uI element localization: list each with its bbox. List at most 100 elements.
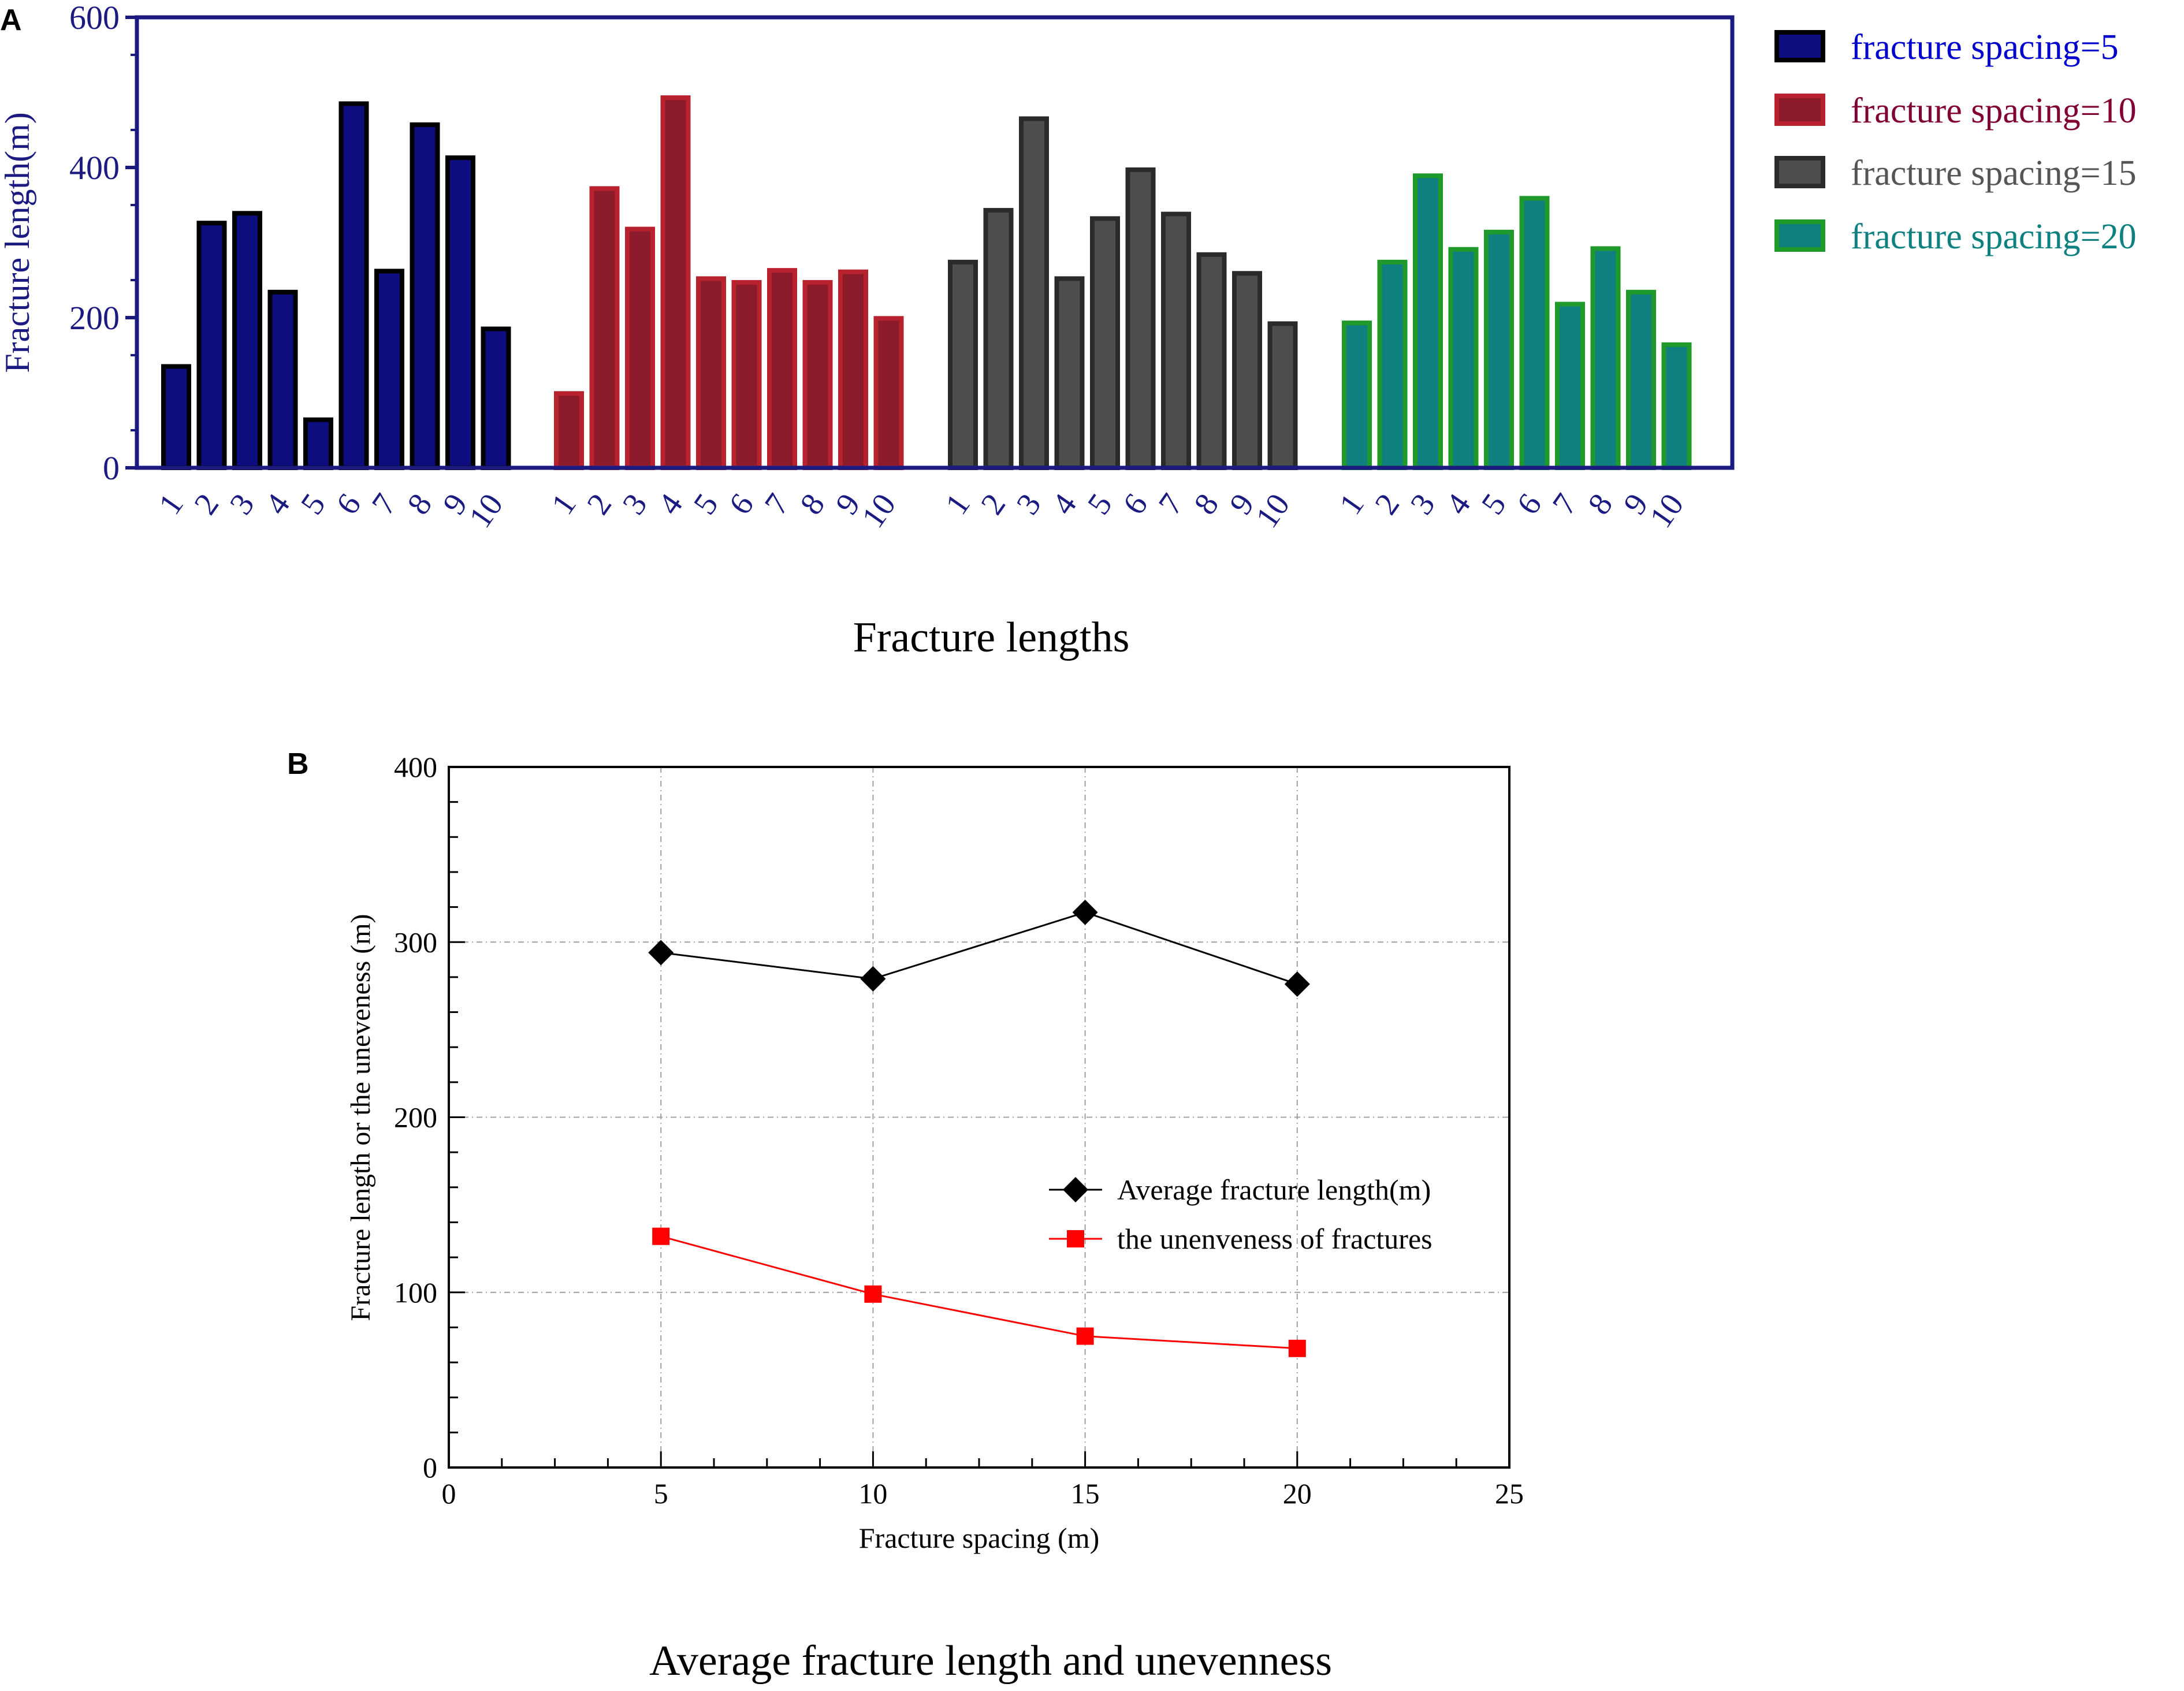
panel-a-legend: fracture spacing=5 fracture spacing=10 fra…: [1774, 28, 2137, 256]
panel-b-gridlines: [449, 767, 1509, 1467]
x-tick-label-s3-4: 4: [1045, 487, 1084, 521]
x-tick-label-20: 20: [1283, 1477, 1312, 1510]
x-tick-label-s2-6: 6: [722, 487, 761, 521]
panel-a-bars: [161, 95, 1692, 471]
bar-s4-9: [1626, 289, 1656, 470]
bar-s2-10: [873, 316, 904, 470]
panel-a-y-axis-label: Fracture length(m): [0, 112, 36, 373]
legend-label-2: the unenveness of fractures: [1117, 1223, 1433, 1255]
bar-s1-5: [303, 417, 333, 470]
point-s1-x5: [648, 940, 674, 966]
x-tick-label-s2-2: 2: [580, 487, 619, 521]
x-tick-label-s4-4: 4: [1439, 487, 1478, 521]
y-tick-label-400: 400: [69, 149, 120, 187]
legend-label-s4: fracture spacing=20: [1851, 217, 2137, 256]
legend-swatch-s2: [1774, 94, 1825, 126]
legend-label-s3: fracture spacing=15: [1851, 154, 2137, 193]
bar-s1-7: [374, 269, 404, 470]
x-tick-label-5: 5: [654, 1477, 668, 1510]
x-tick-label-s4-8: 8: [1581, 487, 1620, 521]
bar-s4-3: [1413, 173, 1443, 470]
x-tick-label-s2-4: 4: [651, 487, 690, 521]
panel-b-plot-frame: [448, 766, 1510, 1469]
x-tick-label-s1-8: 8: [400, 487, 439, 521]
bar-s2-6: [731, 280, 762, 470]
bar-s4-1: [1342, 321, 1372, 470]
bar-s3-1: [948, 259, 978, 470]
y-tick-label-0: 0: [423, 1451, 437, 1484]
y-tick-label-100: 100: [394, 1276, 437, 1309]
panel-b-label: B: [287, 747, 309, 781]
x-tick-label-s3-5: 5: [1081, 487, 1119, 521]
panel-b-ticks: 0 5 10 15 20 25 0 100 200 300 400: [394, 751, 1524, 1510]
bar-s3-8: [1196, 252, 1227, 470]
legend-label-s1: fracture spacing=5: [1851, 28, 2119, 67]
panel-b-caption: Average fracture length and unevenness: [649, 1637, 1332, 1685]
bar-s4-7: [1555, 301, 1585, 470]
bar-s1-8: [410, 122, 440, 470]
y-tick-label-600: 600: [69, 0, 120, 36]
bar-s3-2: [983, 208, 1014, 470]
x-tick-label-s1-1: 1: [152, 487, 191, 521]
x-tick-label-25: 25: [1495, 1477, 1524, 1510]
bar-s2-7: [767, 268, 797, 470]
x-tick-label-s3-1: 1: [939, 487, 977, 521]
x-tick-label-s4-7: 7: [1546, 487, 1584, 521]
x-tick-label-s2-5: 5: [687, 487, 725, 521]
bar-s3-3: [1019, 116, 1049, 470]
bar-s2-3: [625, 226, 655, 470]
point-s1-x20: [1284, 971, 1310, 997]
x-tick-label-s2-10: 10: [855, 487, 903, 534]
bar-s2-8: [802, 280, 833, 470]
x-tick-label-s2-3: 3: [616, 487, 654, 521]
legend-swatch-s3: [1774, 156, 1825, 188]
x-tick-label-s1-3: 3: [223, 487, 262, 521]
bar-s1-1: [161, 364, 191, 470]
panel-a-label: A: [0, 3, 22, 37]
x-tick-label-s4-10: 10: [1643, 487, 1691, 534]
y-tick-label-400: 400: [394, 751, 437, 783]
panel-a-plot-frame: [135, 15, 1735, 470]
x-tick-label-s1-4: 4: [258, 487, 297, 521]
x-tick-label-s1-5: 5: [294, 487, 333, 521]
legend-marker-1: [1063, 1177, 1088, 1202]
series-line-2: [660, 1235, 1297, 1350]
point-s1-x15: [1072, 899, 1098, 925]
panel-b-legend: Average fracture length(m) the unenveness…: [1049, 1174, 1433, 1255]
point-s2-x5: [652, 1227, 670, 1245]
panel-b-x-axis-label: Fracture spacing (m): [859, 1522, 1100, 1554]
panel-b-line-chart: B 0 5 10 15 20 25 0 100 200 300 400 Average fractu…: [287, 747, 1524, 1685]
x-tick-label-0: 0: [442, 1477, 456, 1510]
bar-s2-5: [696, 276, 726, 470]
bar-s1-10: [481, 326, 511, 470]
x-tick-label-s4-3: 3: [1404, 487, 1442, 521]
x-tick-label-s1-7: 7: [365, 487, 404, 521]
bar-s2-4: [660, 95, 691, 471]
y-tick-label-0: 0: [103, 449, 120, 487]
bar-s3-9: [1232, 271, 1262, 470]
x-tick-label-s3-6: 6: [1116, 487, 1155, 521]
legend-label-s2: fracture spacing=10: [1851, 91, 2137, 131]
legend-marker-2: [1067, 1230, 1084, 1247]
x-tick-label-s2-7: 7: [758, 487, 797, 521]
panel-a-y-axis: 0 200 400 600: [69, 0, 137, 487]
y-tick-label-200: 200: [69, 299, 120, 337]
bar-s4-10: [1661, 342, 1692, 470]
y-tick-label-200: 200: [394, 1101, 437, 1134]
bar-s1-4: [267, 289, 298, 470]
x-tick-label-s4-6: 6: [1510, 487, 1549, 521]
bar-s1-2: [196, 221, 227, 470]
bar-s4-4: [1448, 247, 1479, 470]
bar-s2-2: [589, 186, 620, 470]
bar-s3-5: [1090, 216, 1120, 470]
series-line-1: [661, 911, 1298, 985]
x-tick-label-10: 10: [858, 1477, 887, 1510]
bar-s3-4: [1054, 276, 1085, 470]
x-tick-label-s2-8: 8: [793, 487, 832, 521]
panel-b-y-axis-label: Fracture length or the uneveness (m): [345, 914, 376, 1321]
point-s2-x15: [1076, 1327, 1094, 1345]
bar-s3-6: [1125, 167, 1156, 470]
x-tick-label-s3-2: 2: [974, 487, 1013, 521]
